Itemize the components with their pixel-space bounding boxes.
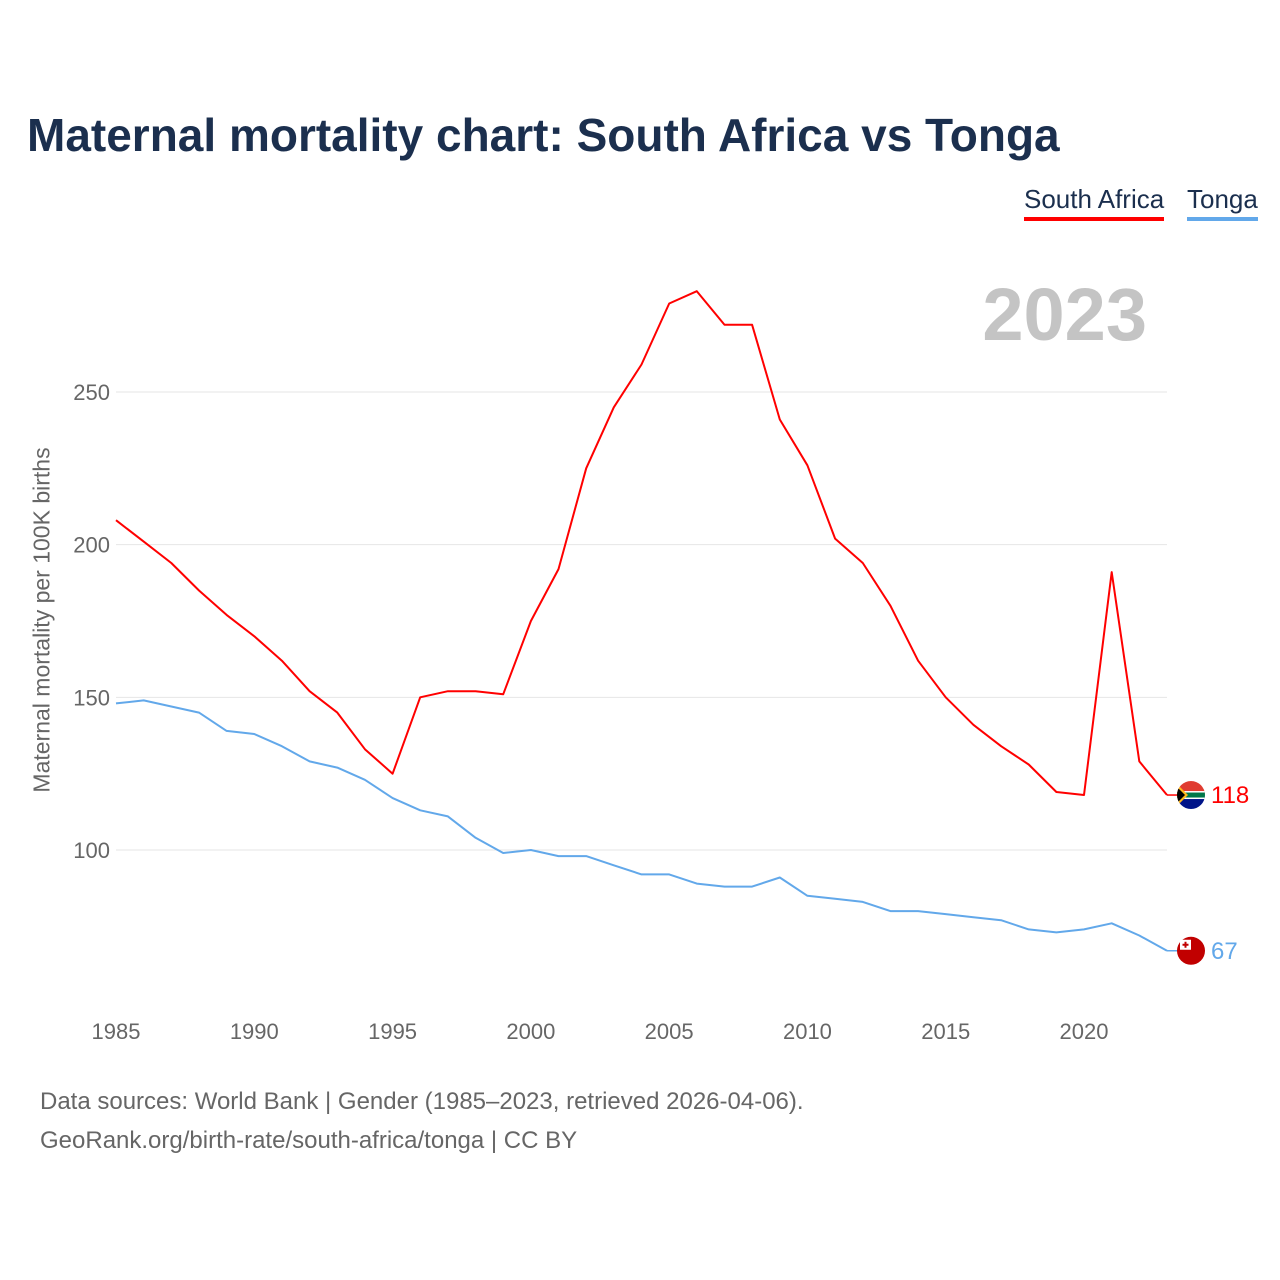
tonga-flag-icon [1177,936,1205,965]
legend-south-africa[interactable]: South Africa [1024,184,1165,221]
x-tick-label: 1995 [368,1019,417,1044]
x-tick-label: 2020 [1060,1019,1109,1044]
x-tick-label: 2000 [506,1019,555,1044]
source-note: Data sources: World Bank | Gender (1985–… [40,1088,804,1115]
series-line-south-africa [115,290,1168,796]
x-tick-label: 1990 [230,1019,279,1044]
y-tick-label: 100 [73,838,110,863]
y-tick-label: 150 [73,685,110,710]
end-value-label: 118 [1211,782,1249,809]
x-tick-label: 1985 [92,1019,141,1044]
series-line-tonga [115,699,1168,952]
x-tick-label: 2010 [783,1019,832,1044]
source-link[interactable]: GeoRank.org/birth-rate/south-africa/tong… [40,1127,578,1154]
south-africa-flag-icon [1177,781,1205,810]
x-tick-label: 2015 [921,1019,970,1044]
end-value-label: 67 [1211,938,1238,965]
chart-title: Maternal mortality chart: South Africa v… [27,109,1060,161]
year-label: 2023 [982,273,1147,356]
y-axis-label: Maternal mortality per 100K births [28,447,55,793]
y-tick-label: 250 [73,380,110,405]
legend-tonga[interactable]: Tonga [1187,184,1258,221]
x-tick-label: 2005 [645,1019,694,1044]
y-tick-label: 200 [73,533,110,558]
